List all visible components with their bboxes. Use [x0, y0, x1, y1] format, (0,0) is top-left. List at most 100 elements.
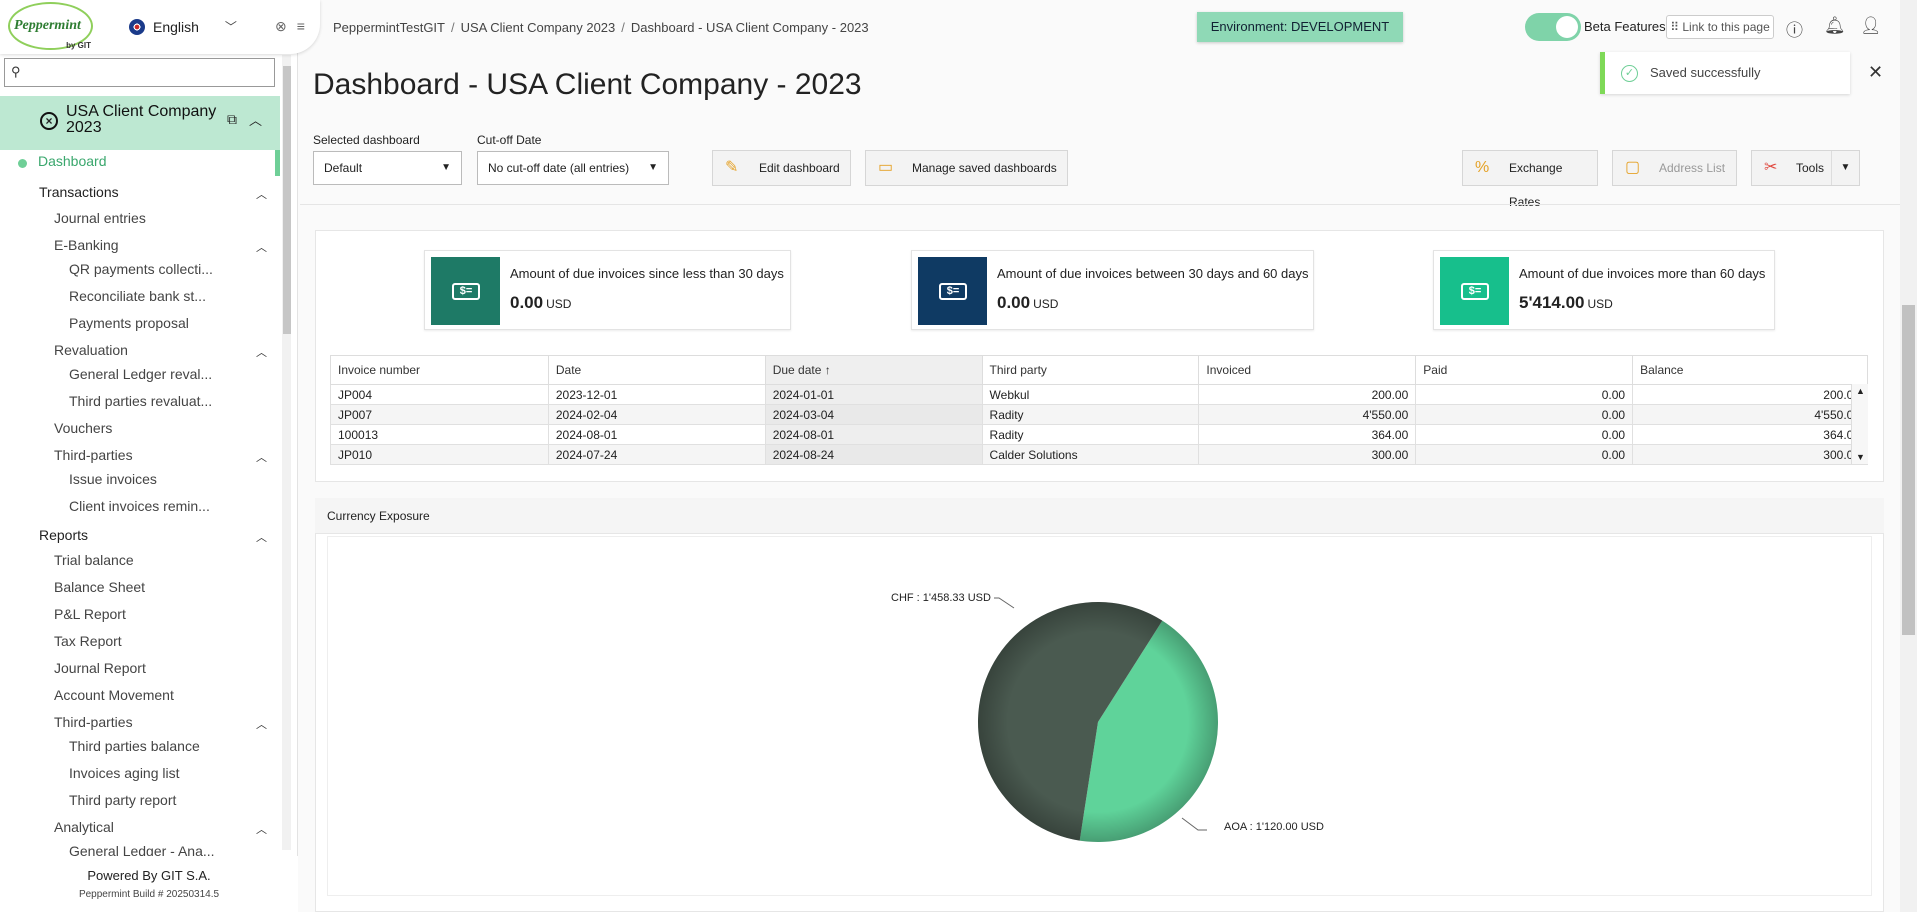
card-icon-box: $=	[1440, 257, 1509, 325]
due-invoices-card: $= Amount of due invoices more than 60 d…	[1433, 250, 1775, 330]
sidebar-item-issue-invoices[interactable]: Issue invoices	[69, 471, 157, 487]
bell-icon[interactable]: 🔔︎	[1824, 16, 1846, 35]
link-to-page-button[interactable]: ⠿ Link to this page	[1666, 15, 1774, 39]
sidebar-item-aging-list[interactable]: Invoices aging list	[69, 765, 180, 781]
menu-icon[interactable]: ≡	[296, 18, 305, 34]
sidebar-item-payments-proposal[interactable]: Payments proposal	[69, 315, 189, 331]
peppermint-logo[interactable]: Peppermint by GIT	[8, 2, 93, 50]
table-cell: 200.00	[1632, 384, 1868, 405]
column-header[interactable]: Third party	[981, 355, 1200, 385]
table-cell: 2024-01-01	[764, 384, 983, 405]
sidebar-item-account-movement[interactable]: Account Movement	[54, 687, 174, 703]
table-header-row: Invoice number Date Due date ↑ Third par…	[330, 355, 1868, 385]
card-currency: USD	[1033, 297, 1059, 311]
table-cell: 2024-07-24	[547, 444, 766, 465]
close-icon[interactable]: ✕	[1868, 62, 1884, 82]
external-link-icon[interactable]: ⧉	[227, 111, 237, 127]
card-icon-box: $=	[431, 257, 500, 325]
sidebar-item-gl-reval[interactable]: General Ledger reval...	[69, 366, 213, 382]
table-row[interactable]: JP010 2024-07-24 2024-08-24 Calder Solution…	[330, 444, 1868, 465]
language-selector[interactable]: English ﹀	[129, 18, 237, 35]
sidebar-item-gl-ana[interactable]: General Ledger - Ana...	[69, 843, 215, 856]
table-row[interactable]: JP007 2024-02-04 2024-03-04 Radity 4'550.00 0…	[330, 404, 1868, 425]
build-number: Peppermint Build # 20250314.5	[78, 889, 220, 900]
brush-icon: ✎	[725, 159, 739, 176]
info-icon[interactable]: ⓘ	[1786, 21, 1803, 40]
sidebar-item-trial-balance[interactable]: Trial balance	[54, 552, 134, 568]
sidebar-item-tp-report[interactable]: Third party report	[69, 792, 177, 808]
column-header[interactable]: Due date ↑	[764, 355, 983, 385]
table-row[interactable]: 100013 2024-08-01 2024-08-01 Radity 364.00 0.…	[330, 424, 1868, 445]
table-cell: 364.00	[1198, 424, 1417, 445]
chevron-up-icon[interactable]: ︿	[256, 189, 267, 201]
sidebar: ⚲ × USA Client Company 2023 ⧉ ︿ Dashboar…	[0, 0, 298, 912]
tools-button[interactable]: ✂ Tools ▼	[1751, 150, 1860, 186]
sidebar-item-transactions[interactable]: Transactions	[39, 184, 119, 200]
column-header[interactable]: Date	[547, 355, 766, 385]
sidebar-item-journal-report[interactable]: Journal Report	[54, 660, 146, 676]
table-cell: 364.00	[1632, 424, 1868, 445]
sidebar-item-analytical[interactable]: Analytical	[54, 819, 114, 835]
sidebar-item-reports[interactable]: Reports	[39, 527, 89, 543]
sidebar-item-journal-entries[interactable]: Journal entries	[54, 210, 146, 226]
chevron-up-icon[interactable]: ︿	[256, 824, 267, 836]
breadcrumb-item[interactable]: USA Client Company 2023	[460, 20, 616, 35]
card-currency: USD	[546, 297, 572, 311]
sidebar-item-balance-sheet[interactable]: Balance Sheet	[54, 579, 146, 595]
sidebar-item-tp-reval[interactable]: Third parties revaluat...	[69, 393, 213, 409]
sidebar-item-third-parties-reports[interactable]: Third-parties	[54, 714, 133, 730]
sidebar-item-tax-report[interactable]: Tax Report	[54, 633, 122, 649]
pie-label-chf: CHF : 1'458.33 USD	[891, 592, 991, 604]
edit-dashboard-button[interactable]: ✎ Edit dashboard	[712, 150, 851, 186]
edit-dashboard-label: Edit dashboard	[759, 161, 840, 175]
column-header[interactable]: Paid	[1415, 355, 1634, 385]
close-circle-icon[interactable]: ⊗	[275, 18, 287, 34]
chevron-up-icon[interactable]: ︿	[256, 347, 267, 359]
sidebar-item-pl-report[interactable]: P&L Report	[54, 606, 126, 622]
column-header[interactable]: Invoiced	[1198, 355, 1417, 385]
sidebar-item-revaluation[interactable]: Revaluation	[54, 342, 128, 358]
user-icon[interactable]: 👤︎	[1860, 16, 1882, 35]
sidebar-item-dashboard[interactable]: Dashboard	[0, 150, 280, 176]
bill-icon: $=	[939, 283, 967, 300]
company-header[interactable]: × USA Client Company 2023 ⧉ ︿	[0, 96, 280, 150]
selected-dashboard-select[interactable]: Default ▼	[313, 151, 462, 185]
chevron-up-icon[interactable]: ︿	[249, 113, 263, 128]
chevron-down-icon: ﹀	[224, 20, 237, 34]
pie-leader-line	[994, 597, 1015, 609]
chevron-up-icon[interactable]: ︿	[256, 452, 267, 464]
sidebar-item-vouchers[interactable]: Vouchers	[54, 420, 113, 436]
caret-down-icon[interactable]: ▼	[1831, 151, 1859, 185]
sidebar-item-tp-balance[interactable]: Third parties balance	[69, 738, 200, 754]
sidebar-item-third-parties[interactable]: Third-parties	[54, 447, 133, 463]
sidebar-item-qr-payments[interactable]: QR payments collecti...	[69, 261, 213, 277]
column-header[interactable]: Invoice number	[330, 355, 549, 385]
page-title: Dashboard - USA Client Company - 2023	[313, 68, 862, 101]
cutoff-date-select[interactable]: No cut-off date (all entries) ▼	[477, 151, 669, 185]
column-header[interactable]: Balance	[1632, 355, 1868, 385]
beta-features-toggle[interactable]	[1525, 13, 1581, 41]
address-list-button[interactable]: ▢ Address List	[1612, 150, 1737, 186]
table-scrollbar[interactable]: ▲ ▼	[1851, 384, 1868, 464]
sidebar-scrollbar-thumb[interactable]	[283, 66, 291, 334]
scroll-up-icon[interactable]: ▲	[1856, 386, 1865, 396]
table-cell: 0.00	[1415, 444, 1634, 465]
main-scrollbar-thumb[interactable]	[1902, 305, 1915, 635]
search-icon: ⚲	[11, 64, 21, 79]
table-cell: 4'550.00	[1632, 404, 1868, 425]
exchange-rates-button[interactable]: % Exchange Rates	[1462, 150, 1598, 209]
sidebar-scrollbar[interactable]	[282, 55, 291, 850]
chevron-up-icon[interactable]: ︿	[256, 242, 267, 254]
close-company-icon[interactable]: ×	[40, 112, 58, 130]
table-cell: 0.00	[1415, 404, 1634, 425]
manage-dashboards-button[interactable]: ▭ Manage saved dashboards	[865, 150, 1068, 186]
chevron-up-icon[interactable]: ︿	[256, 532, 267, 544]
scroll-down-icon[interactable]: ▼	[1856, 452, 1865, 462]
sidebar-item-client-reminders[interactable]: Client invoices remin...	[69, 498, 210, 514]
breadcrumb-item[interactable]: PeppermintTestGIT	[333, 20, 445, 35]
table-row[interactable]: JP004 2023-12-01 2024-01-01 Webkul 200.00 0.0…	[330, 384, 1868, 405]
sidebar-item-reconcile[interactable]: Reconciliate bank st...	[69, 288, 206, 304]
chevron-up-icon[interactable]: ︿	[256, 719, 267, 731]
sidebar-item-ebanking[interactable]: E-Banking	[54, 237, 119, 253]
sidebar-search-input[interactable]: ⚲	[4, 58, 275, 87]
